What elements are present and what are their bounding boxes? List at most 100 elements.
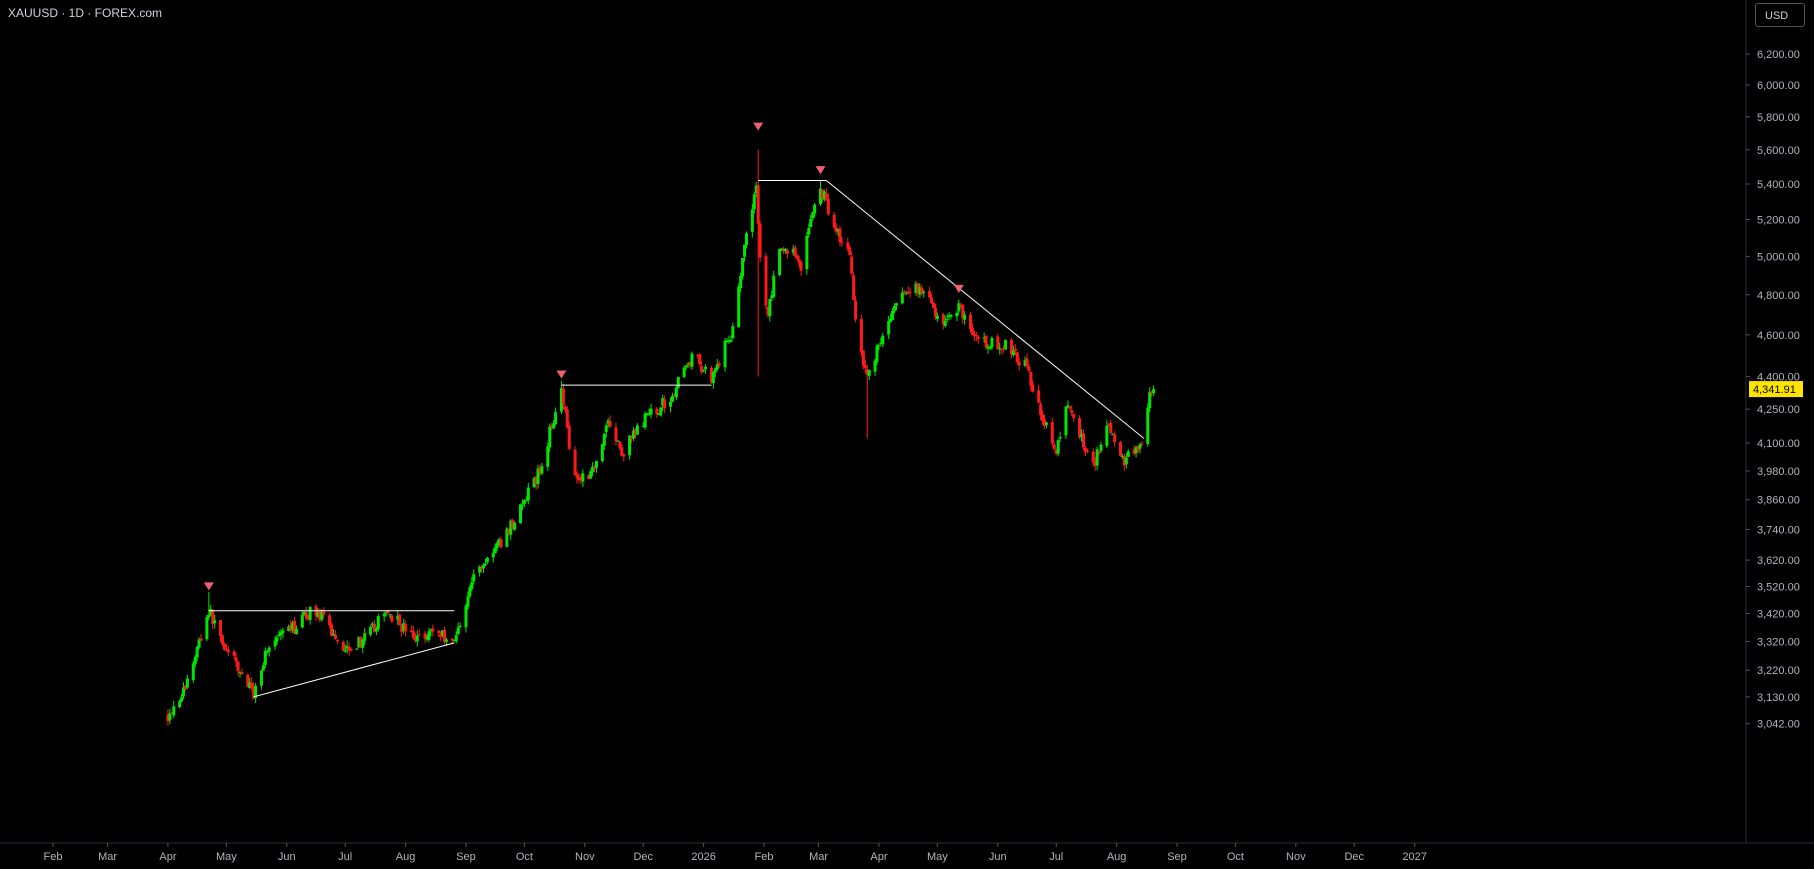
candle-body (930, 297, 934, 304)
time-axis[interactable]: Feb Mar Apr May Jun Jul Aug Sep Oct Nov Dec 2026 Feb… (44, 843, 1427, 863)
candle-body (183, 685, 187, 690)
candle (832, 211, 836, 230)
candle (700, 361, 704, 375)
candle-body (491, 553, 495, 558)
candle-body (1119, 442, 1123, 456)
candle-body (246, 674, 250, 688)
candle-body (1091, 451, 1095, 463)
candle (363, 628, 367, 646)
candle-body (998, 348, 1002, 350)
candle (277, 630, 281, 637)
candle-body (1000, 349, 1004, 351)
candle (838, 225, 842, 247)
candle (439, 631, 443, 642)
y-tick-label: 4,800.00 (1757, 290, 1800, 302)
candle-body (441, 630, 445, 636)
candle (520, 499, 524, 511)
candle-body (1027, 366, 1031, 371)
candle-body (758, 223, 762, 258)
candle-body (265, 650, 269, 653)
candle (472, 569, 476, 585)
candle-body (791, 248, 795, 253)
candle (302, 610, 306, 616)
y-tick-label: 3,520.00 (1757, 581, 1800, 593)
candle (1050, 417, 1054, 447)
candle-body (916, 283, 920, 294)
candle-body (663, 399, 667, 409)
candle (322, 607, 326, 618)
candle (1029, 371, 1033, 392)
x-tick-label: Dec (633, 851, 653, 863)
candle (969, 311, 973, 333)
candle-body (404, 624, 408, 632)
candle-body (593, 468, 597, 470)
candle-body (1013, 348, 1017, 352)
candle (1054, 448, 1058, 456)
candle-body (1070, 410, 1074, 414)
candle-body (466, 596, 470, 607)
candle (259, 669, 263, 690)
candle-body (538, 467, 542, 473)
candle (643, 411, 647, 430)
currency-button[interactable]: USD (1755, 3, 1805, 27)
candle (684, 365, 688, 371)
candle-body (182, 687, 186, 697)
candle (1066, 400, 1070, 408)
candle (1000, 348, 1004, 355)
candle-body (799, 261, 803, 271)
candle-body (341, 641, 345, 651)
candle-body (519, 504, 523, 524)
candle-body (213, 620, 217, 624)
candle-body (550, 425, 554, 427)
candle (931, 302, 935, 309)
candle (1099, 441, 1103, 454)
candle (928, 286, 932, 299)
candle-body (764, 256, 768, 306)
candle-body (704, 366, 708, 370)
candle (834, 223, 838, 235)
candle (1025, 353, 1029, 369)
candle-body (211, 609, 215, 624)
x-tick-label: Nov (575, 851, 595, 863)
candle (254, 683, 258, 703)
candle-body (684, 365, 688, 368)
candle (809, 214, 813, 228)
candle-body (622, 454, 626, 457)
candle (441, 629, 445, 638)
candle (813, 202, 817, 218)
candle (704, 364, 708, 374)
trend-line[interactable] (253, 642, 455, 698)
candle (236, 661, 240, 677)
candle-body (1054, 449, 1058, 454)
candle (649, 403, 653, 419)
candle-body (591, 466, 595, 473)
candle (1122, 453, 1126, 471)
candle-body (355, 648, 359, 650)
candle-body (178, 701, 182, 708)
candle-body (1031, 384, 1035, 392)
candle-body (209, 608, 213, 616)
candle-body (928, 291, 932, 298)
price-axis[interactable]: 3,042.00 3,130.00 3,220.00 3,320.00 3,420.00… (1746, 49, 1800, 731)
candle-body (429, 629, 433, 632)
candle-body (456, 627, 460, 635)
candle-body (635, 425, 639, 435)
candle-body (824, 193, 828, 200)
candle (193, 654, 197, 668)
candle-body (1150, 391, 1154, 394)
candle (295, 625, 298, 635)
candle-body (472, 574, 476, 582)
candle (197, 637, 201, 650)
candle (261, 662, 265, 671)
candle (764, 252, 768, 309)
candle (172, 700, 176, 719)
candle (606, 417, 610, 428)
candle-body (478, 566, 482, 573)
candle (711, 371, 715, 389)
candle-body (922, 291, 926, 293)
candle-body (536, 468, 540, 484)
candle-body (698, 354, 702, 365)
trend-line[interactable] (826, 180, 1145, 439)
candle-body (633, 429, 637, 435)
